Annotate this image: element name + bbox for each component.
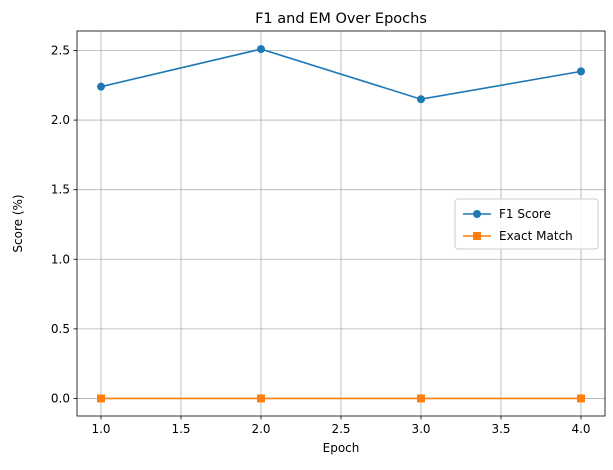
y-tick-label: 2.0	[51, 113, 70, 127]
y-tick-label: 0.5	[51, 322, 70, 336]
data-point	[257, 45, 265, 54]
data-point	[577, 394, 585, 403]
legend-marker	[473, 232, 481, 240]
x-tick-label: 3.5	[491, 422, 510, 436]
legend: F1 Score Exact Match	[454, 198, 599, 250]
legend-label: Exact Match	[499, 229, 573, 243]
y-tick-label: 1.0	[51, 252, 70, 266]
data-point	[97, 82, 105, 91]
axis-ticks: 1.0 1.5 2.0 2.5 3.0 3.5 4.0 0.0 0.5 1.0 1.5 2.0 2.5	[51, 43, 591, 436]
x-tick-label: 2.5	[331, 422, 350, 436]
y-tick-label: 2.5	[51, 43, 70, 57]
series-0	[97, 45, 585, 104]
x-axis-title: Epoch	[323, 441, 360, 455]
x-tick-label: 1.0	[91, 422, 110, 436]
legend-item: F1 Score	[463, 207, 551, 221]
legend-label: F1 Score	[499, 207, 551, 221]
x-tick-label: 3.0	[411, 422, 430, 436]
x-tick-label: 2.0	[251, 422, 270, 436]
legend-marker	[473, 210, 481, 218]
y-tick-label: 0.0	[51, 391, 70, 405]
series-layer	[97, 45, 585, 403]
data-point	[577, 67, 585, 76]
legend-item: Exact Match	[463, 229, 573, 243]
data-point	[417, 394, 425, 403]
series-line	[100, 48, 582, 101]
x-tick-label: 4.0	[571, 422, 590, 436]
x-tick-label: 1.5	[171, 422, 190, 436]
data-point	[417, 95, 425, 104]
series-1	[97, 394, 585, 403]
chart-title: F1 and EM Over Epochs	[255, 11, 427, 27]
data-point	[257, 394, 265, 403]
y-axis-title: Score (%)	[11, 194, 25, 252]
data-point	[97, 394, 105, 403]
y-tick-label: 1.5	[51, 183, 70, 197]
